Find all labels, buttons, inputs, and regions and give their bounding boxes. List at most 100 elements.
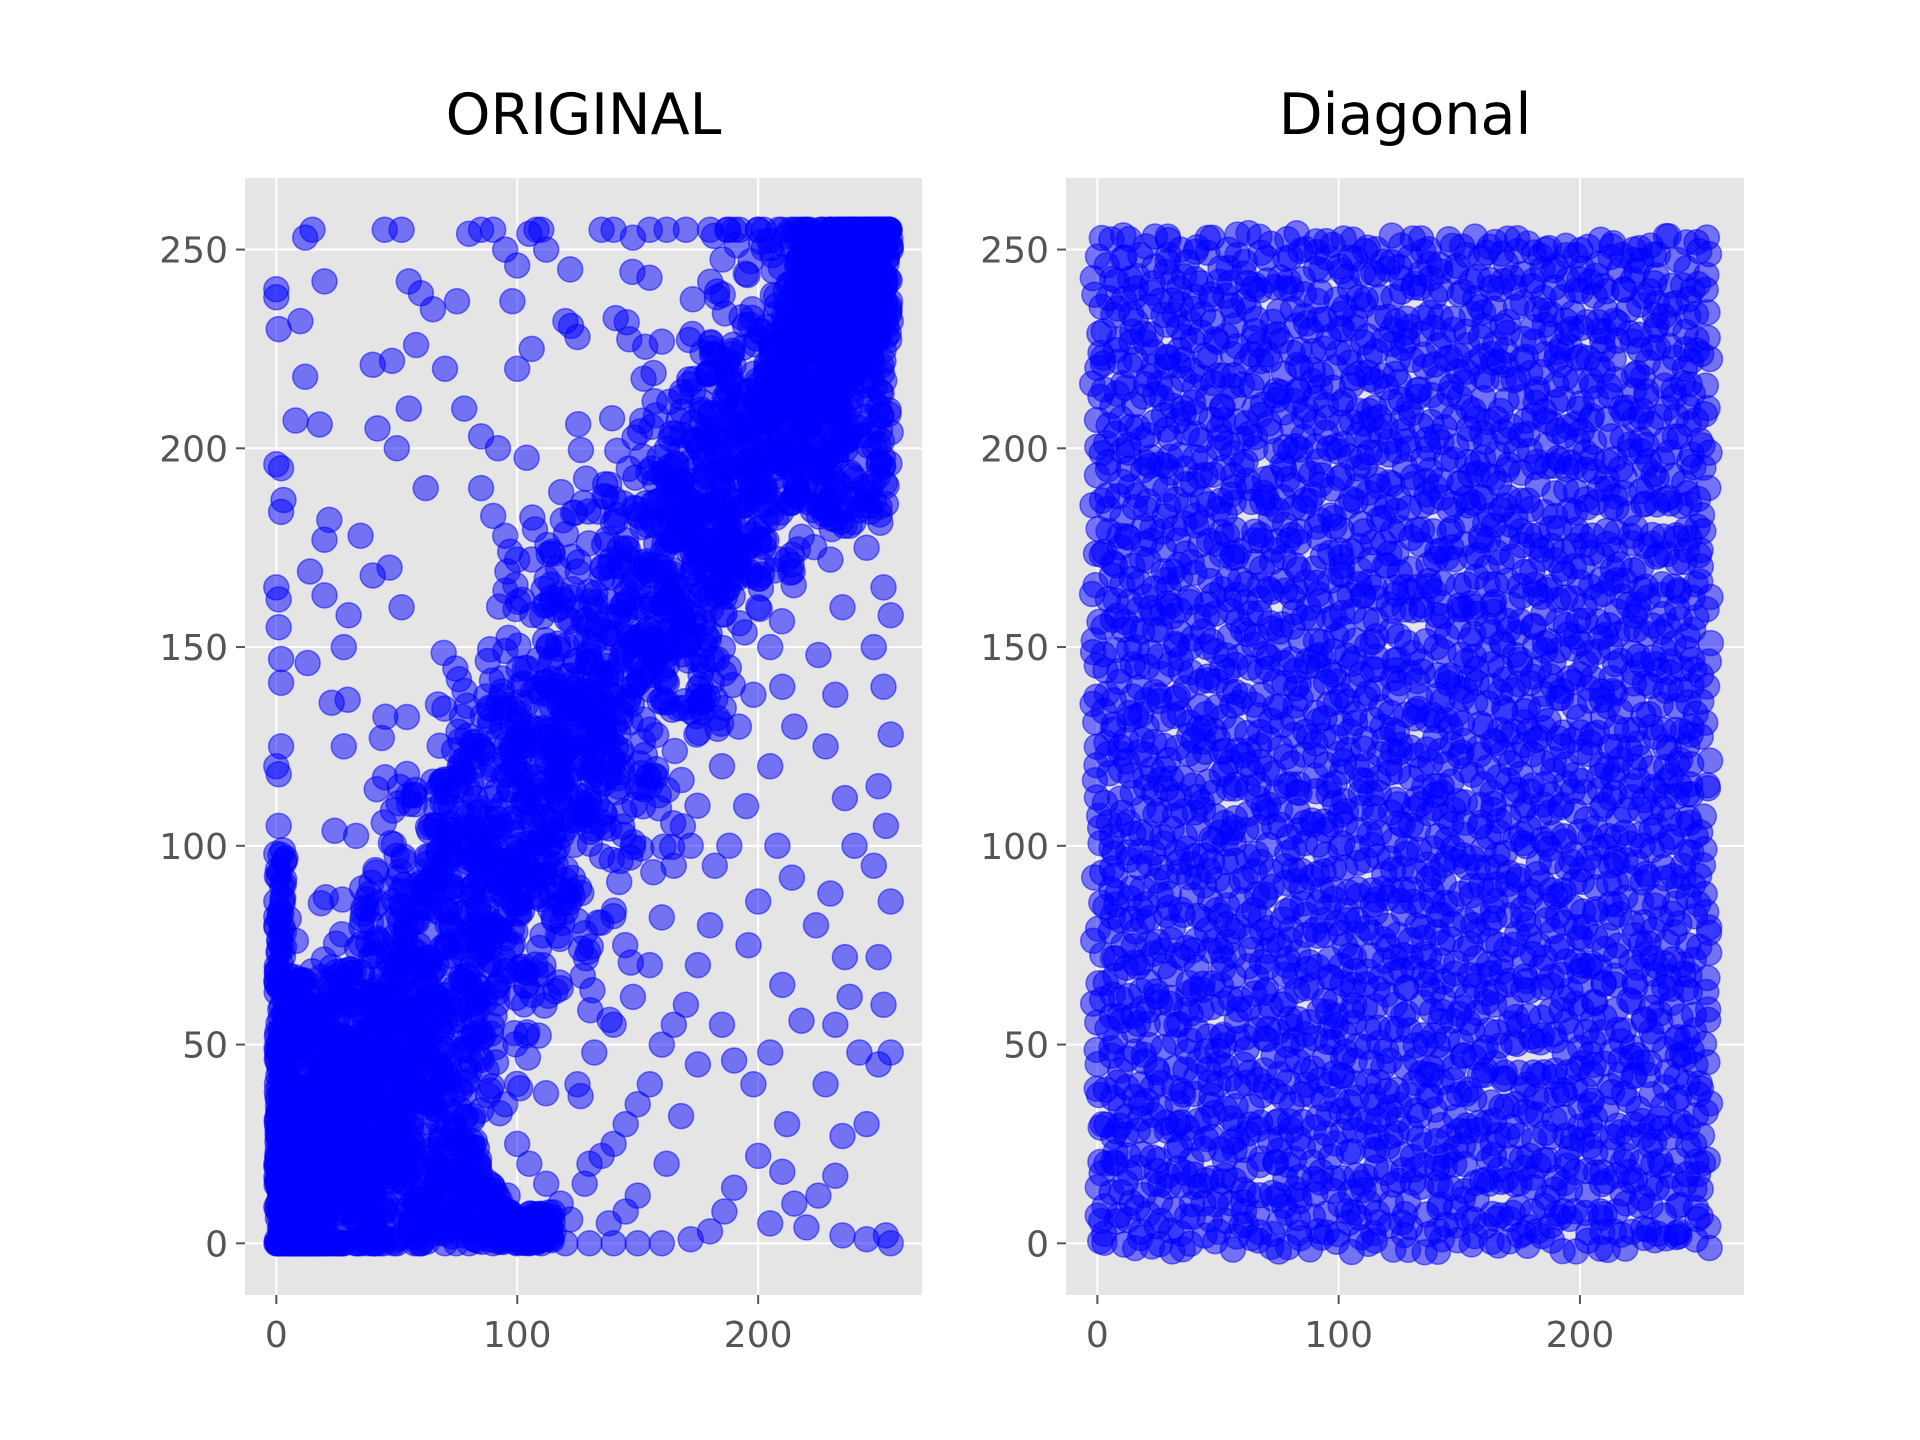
- scatter-point: [311, 582, 338, 609]
- scatter-point: [820, 250, 848, 278]
- scatter-point: [690, 609, 717, 637]
- scatter-point: [677, 1226, 704, 1253]
- scatter-point: [447, 756, 474, 784]
- scatter-point: [744, 216, 772, 243]
- scatter-point: [592, 708, 620, 736]
- scatter-point: [769, 971, 796, 999]
- scatter-point: [860, 852, 888, 879]
- y-tick-label: 100: [980, 827, 1049, 868]
- scatter-point: [508, 1229, 536, 1256]
- scatter-point: [732, 792, 760, 820]
- scatter-point: [455, 1147, 483, 1175]
- scatter-point: [648, 904, 676, 931]
- scatter-point: [567, 436, 595, 464]
- scatter-point: [611, 798, 638, 825]
- scatter-point: [838, 462, 865, 489]
- scatter-point: [817, 880, 844, 907]
- scatter-point: [756, 753, 784, 780]
- scatter-point: [788, 1007, 815, 1034]
- y-tick-label: 200: [980, 429, 1049, 470]
- scatter-point: [267, 733, 295, 760]
- scatter-point: [364, 415, 391, 442]
- x-tick-label: 0: [265, 1315, 288, 1356]
- scatter-point: [805, 1182, 832, 1209]
- scatter-point: [342, 822, 370, 850]
- scatter-point: [446, 1095, 474, 1123]
- scatter-point: [564, 558, 592, 585]
- scatter-point: [684, 792, 711, 819]
- scatter-point: [795, 382, 822, 409]
- scatter-point: [805, 641, 832, 669]
- scatter-point: [546, 580, 574, 608]
- scatter-point: [668, 614, 696, 641]
- scatter-point: [619, 833, 647, 861]
- scatter-point: [412, 474, 439, 502]
- scatter-point: [514, 1044, 542, 1071]
- scatter-point: [503, 1130, 531, 1158]
- scatter-point: [402, 331, 430, 359]
- scatter-point: [340, 990, 368, 1018]
- scatter-point: [554, 807, 581, 834]
- scatter-point: [638, 505, 665, 533]
- scatter-point: [619, 983, 647, 1011]
- scatter-point: [610, 687, 637, 715]
- scatter-point: [503, 252, 531, 279]
- scatter-point: [871, 291, 898, 319]
- scatter-point: [532, 1080, 560, 1107]
- scatter-point: [270, 999, 298, 1027]
- scatter-point: [363, 775, 390, 803]
- scatter-point: [744, 1142, 772, 1170]
- scatter-point: [663, 450, 690, 478]
- scatter-point: [266, 1179, 294, 1207]
- scatter-point: [650, 833, 677, 860]
- scatter-point: [595, 1210, 623, 1237]
- scatter-point: [489, 881, 517, 909]
- scatter-point: [537, 896, 564, 923]
- y-tick-label: 200: [159, 429, 228, 470]
- scatter-point: [841, 832, 868, 860]
- scatter-point: [336, 956, 364, 983]
- scatter-point: [831, 943, 859, 971]
- scatter-point: [306, 411, 333, 438]
- scatter-point: [479, 216, 507, 243]
- scatter-point: [861, 373, 888, 400]
- scatter-point: [653, 578, 681, 605]
- scatter-point: [435, 899, 462, 927]
- scatter-point: [532, 1170, 560, 1197]
- scatter-point: [648, 1230, 676, 1257]
- scatter-point: [359, 562, 386, 589]
- scatter-point: [831, 784, 859, 812]
- scatter-point: [535, 540, 562, 568]
- scatter-point: [431, 695, 458, 722]
- scatter-point: [557, 312, 585, 340]
- scatter-point: [865, 1051, 892, 1078]
- scatter-point: [467, 474, 495, 502]
- y-tick-label: 100: [159, 827, 228, 868]
- scatter-point: [265, 586, 292, 613]
- scatter-points-diagonal: [1078, 219, 1725, 1266]
- scatter-point: [270, 918, 298, 946]
- scatter-point: [683, 703, 710, 730]
- scatter-point: [700, 222, 728, 250]
- scatter-point: [636, 1071, 664, 1098]
- scatter-point: [513, 444, 540, 471]
- scatter-points-original: [263, 216, 904, 1257]
- scatter-point: [464, 1227, 491, 1255]
- scatter-point: [448, 963, 475, 990]
- scatter-point: [291, 363, 319, 391]
- scatter-point: [708, 1011, 736, 1038]
- scatter-point: [768, 607, 796, 635]
- scatter-point: [334, 686, 361, 713]
- x-tick-label: 100: [1304, 1315, 1373, 1356]
- scatter-point: [426, 1196, 453, 1223]
- scatter-point: [445, 1006, 473, 1033]
- scatter-point: [422, 1096, 449, 1123]
- scatter-point: [802, 912, 830, 939]
- scatter-point: [590, 813, 617, 841]
- scatter-point: [535, 673, 562, 701]
- scatter-point: [448, 1194, 475, 1221]
- scatter-point: [870, 673, 897, 701]
- scatter-point: [684, 951, 712, 979]
- scatter-point: [604, 765, 631, 792]
- scatter-point: [532, 236, 560, 263]
